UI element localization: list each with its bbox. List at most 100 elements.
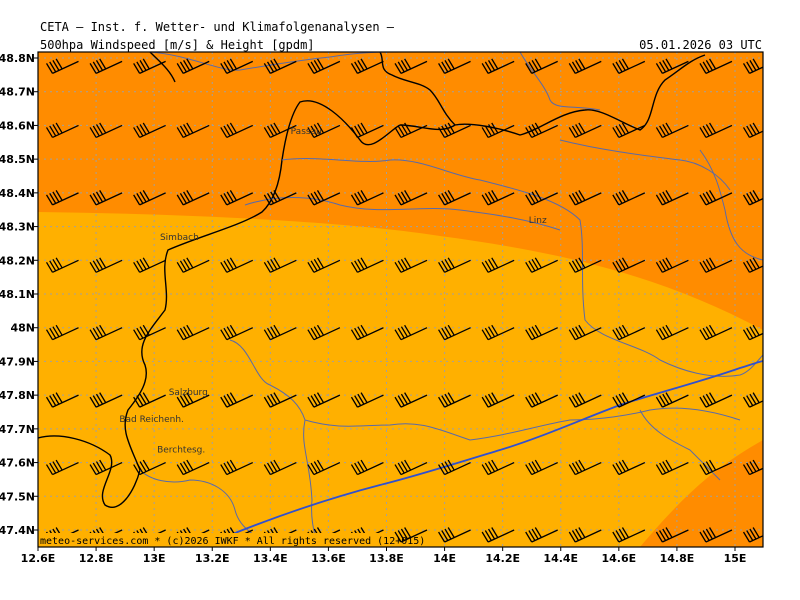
- wind-barb: [307, 122, 341, 139]
- model-title: CETA — Inst. f. Wetter- und Klimafolgena…: [40, 20, 395, 34]
- wind-barb: [263, 459, 297, 476]
- wind-barb: [133, 257, 166, 273]
- wind-barb: [176, 190, 210, 206]
- wind-barb: [742, 392, 763, 408]
- wind-barb: [220, 58, 254, 74]
- wind-barb: [525, 122, 558, 139]
- wind-barb: [699, 527, 733, 543]
- wind-barb: [133, 459, 166, 476]
- lon-tick-label: 12.8E: [79, 552, 114, 565]
- wind-barb: [438, 527, 471, 543]
- wind-barb: [350, 190, 384, 206]
- wind-barb: [89, 392, 123, 408]
- wind-barb: [655, 58, 689, 74]
- wind-barb: [350, 58, 384, 74]
- wind-barb: [612, 58, 646, 74]
- wind-barb: [350, 122, 384, 139]
- wind-barb: [438, 459, 471, 476]
- wind-barb: [612, 190, 646, 206]
- lat-tick-label: 48.2N: [0, 254, 35, 267]
- wind-barb: [481, 459, 515, 476]
- wind-barb: [45, 58, 79, 74]
- wind-barb: [481, 257, 515, 273]
- lat-tick-label: 47.7N: [0, 423, 35, 436]
- wind-barb: [220, 257, 254, 273]
- wind-barb: [45, 459, 79, 476]
- lon-tick-label: 13.6E: [311, 552, 346, 565]
- wind-barb: [655, 392, 689, 408]
- lat-tick-label: 48.4N: [0, 187, 35, 200]
- river-line: [229, 360, 763, 536]
- wind-barb: [525, 58, 558, 74]
- wind-barb: [89, 459, 123, 476]
- city-label: Salzburg: [169, 388, 208, 398]
- wind-barb: [89, 58, 123, 74]
- lat-tick-label: 48.3N: [0, 221, 35, 234]
- lon-tick-label: 13.8E: [369, 552, 404, 565]
- lat-tick-label: 47.4N: [0, 524, 35, 537]
- wind-barb: [89, 122, 123, 139]
- field-title: 500hpa_Windspeed_[m/s]_&_Height_[gpdm]: [40, 38, 315, 52]
- wind-barb: [742, 324, 763, 341]
- wind-barb: [612, 324, 646, 341]
- lat-tick-label: 48.1N: [0, 288, 35, 301]
- wind-barb: [133, 58, 166, 74]
- wind-barb: [307, 257, 341, 273]
- wind-barb: [481, 190, 515, 206]
- wind-barb: [394, 459, 428, 476]
- wind-barb: [89, 190, 123, 206]
- wind-barb: [220, 324, 254, 341]
- wind-barb: [176, 459, 210, 476]
- wind-barb: [220, 392, 254, 408]
- wind-barb: [263, 392, 297, 408]
- wind-barb: [133, 122, 166, 139]
- wind-barb: [699, 459, 733, 476]
- wind-barb: [699, 58, 733, 74]
- wind-barb: [263, 122, 297, 139]
- city-label: Simbach: [160, 233, 199, 243]
- wind-barb: [568, 392, 602, 408]
- wind-barb: [699, 122, 733, 139]
- wind-barb: [525, 257, 558, 273]
- wind-barb: [568, 527, 602, 543]
- wind-barb: [655, 459, 689, 476]
- wind-barb: [568, 58, 602, 74]
- lat-tick-label: 47.6N: [0, 457, 35, 470]
- wind-barb: [89, 257, 123, 273]
- wind-barb: [394, 392, 428, 408]
- lat-tick-label: 47.8N: [0, 389, 35, 402]
- lat-tick-label: 47.5N: [0, 490, 35, 503]
- wind-barb: [525, 392, 558, 408]
- wind-barb: [394, 122, 428, 139]
- wind-barb: [655, 257, 689, 273]
- city-labels: Passau Linz Simbach Salzburg Bad Reichenh. Be…: [119, 127, 547, 456]
- lat-tick-label: 47.9N: [0, 355, 35, 368]
- wind-barb: [481, 392, 515, 408]
- province-lines: [139, 52, 763, 547]
- wind-barb: [394, 527, 428, 543]
- wind-barb: [742, 58, 763, 74]
- wind-barb: [481, 58, 515, 74]
- wind-barb: [655, 324, 689, 341]
- lon-tick-label: 14.2E: [485, 552, 520, 565]
- axis-ticks: 12.6E 12.8E 13E 13.2E 13.4E 13.6E 13.8E 14E 14.2…: [0, 52, 746, 565]
- lon-tick-label: 13.4E: [253, 552, 288, 565]
- wind-barb: [438, 392, 471, 408]
- wind-barb: [394, 324, 428, 341]
- wind-barb: [176, 122, 210, 139]
- map-frame: [37, 51, 764, 548]
- footer-bg: [38, 533, 393, 547]
- lon-tick-label: 14.4E: [543, 552, 578, 565]
- wind-barb: [394, 190, 428, 206]
- wind-barb: [45, 324, 79, 341]
- lon-tick-label: 15E: [724, 552, 747, 565]
- wind-barb: [655, 527, 689, 543]
- lon-tick-label: 13E: [143, 552, 166, 565]
- wind-barb: [612, 527, 646, 543]
- wind-barb: [89, 324, 123, 341]
- wind-barb: [438, 324, 471, 341]
- wind-barb: [45, 392, 79, 408]
- city-label: Passau: [291, 127, 322, 137]
- wind-barb: [133, 392, 166, 408]
